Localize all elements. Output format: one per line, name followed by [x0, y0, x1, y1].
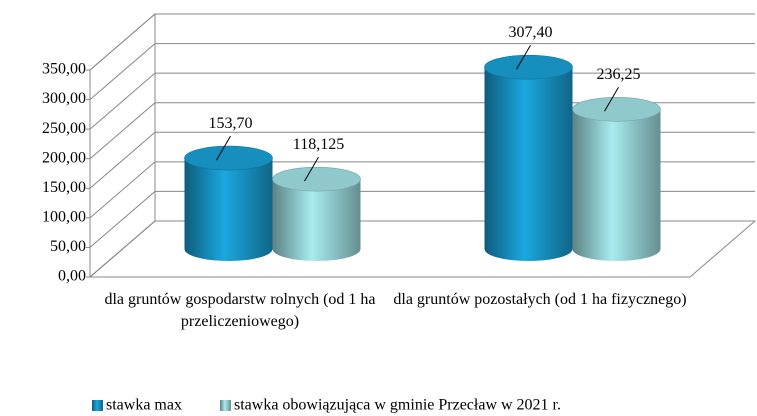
x-tick-label: dla gruntów gospodarstw rolnych (od 1 ha… — [104, 291, 376, 330]
data-label: 118,125 — [293, 136, 344, 153]
cylinder — [272, 179, 361, 261]
cylinder-top — [484, 54, 573, 80]
x-tick-label: dla gruntów pozostałych (od 1 ha fizyczn… — [393, 291, 687, 308]
cylinder-top — [272, 166, 361, 192]
legend-label: stawka obowiązująca w gminie Przecław w … — [234, 397, 561, 414]
y-tick-label: 200,00 — [42, 149, 86, 166]
data-label: 236,25 — [597, 66, 641, 83]
y-tick-label: 150,00 — [42, 179, 86, 196]
data-label: 307,40 — [509, 24, 553, 41]
legend-label: stawka max — [106, 397, 182, 414]
y-tick-label: 50,00 — [50, 238, 86, 255]
y-tick-label: 100,00 — [42, 209, 86, 226]
label-leader — [304, 156, 319, 182]
cylinder-top — [184, 145, 273, 171]
grid-line — [89, 43, 755, 100]
y-tick-label: 300,00 — [42, 90, 86, 107]
cylinder-top — [572, 96, 661, 122]
grid-line — [89, 13, 755, 71]
y-tick-label: 350,00 — [42, 61, 86, 78]
label-leader — [216, 135, 231, 161]
y-tick-label: 250,00 — [42, 120, 86, 137]
y-tick-label: 0,00 — [58, 268, 86, 285]
label-leader — [604, 87, 619, 112]
label-leader — [516, 44, 531, 70]
data-label: 153,70 — [209, 115, 253, 132]
cylinder — [572, 109, 661, 262]
cylinder — [184, 158, 273, 261]
legend-swatch — [92, 400, 103, 411]
legend-swatch — [219, 400, 231, 411]
side-wall — [89, 12, 156, 278]
cylinder — [484, 67, 573, 261]
